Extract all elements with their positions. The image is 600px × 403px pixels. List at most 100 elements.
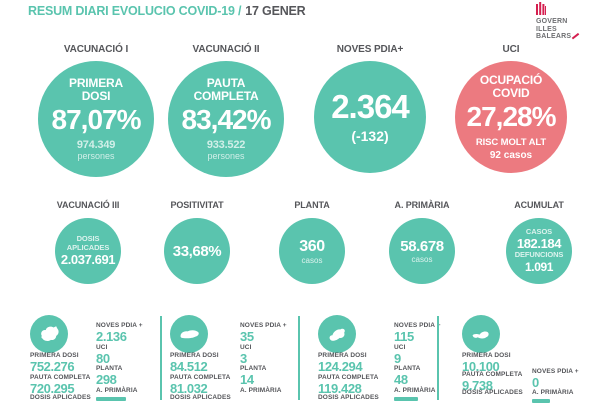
circle-subunit: persones — [77, 151, 115, 161]
circle-subvalue: 974.349 — [76, 139, 116, 151]
panel-label: VACUNACIÓ II — [192, 44, 260, 55]
circle-subvalue: 92 casos — [489, 149, 533, 161]
stat-pauta-completa: PAUTA COMPLETA 720.295 — [30, 374, 91, 396]
menorca-icon — [170, 315, 208, 353]
metric-circle-pauta-completa: PAUTA COMPLETA 83,42% 933.522 persones — [168, 61, 284, 177]
stat-primera-dosi: PRIMERA DOSI 10.100 — [462, 352, 511, 374]
circle-value: 2.037.691 — [60, 252, 116, 267]
stat-uci: UCI 9 — [394, 344, 406, 366]
stat-noves-pdia: NOVES PDIA + 115 — [394, 322, 441, 344]
panel-label: NOVES PDIA+ — [336, 44, 404, 55]
section-divider — [160, 316, 162, 400]
stat-noves-pdia: NOVES PDIA + 35 — [240, 322, 287, 344]
metric-circle-primera-dosi: PRIMERA DOSI 87,07% 974.349 persones — [38, 61, 154, 177]
mallorca-icon — [30, 315, 68, 353]
logo-text-line: BALEARS — [536, 33, 586, 41]
panel-label: VACUNACIÓ III — [56, 200, 120, 210]
circle-heading: DOSI — [81, 89, 111, 103]
panel-positivitat: POSITIVITAT 33,68% — [152, 200, 242, 284]
panel-a-primaria: A. PRIMÀRIA 58.678 casos — [377, 200, 467, 284]
stat-noves-pdia: NOVES PDIA + 0 — [532, 368, 579, 390]
panel-planta: PLANTA 360 casos — [267, 200, 357, 284]
circle-heading: OCUPACIÓ — [479, 72, 543, 87]
circle-heading: PAUTA — [206, 76, 246, 90]
circle-subvalue: 933.522 — [206, 139, 246, 151]
logo-text-line: ILLES — [536, 25, 557, 33]
metric-circle-positivitat: 33,68% — [164, 218, 230, 284]
stat-pauta-completa: PAUTA COMPLETA 9.738 — [462, 371, 523, 393]
panel-uci: UCI OCUPACIÓ COVID 27,28% RISC MOLT ALT … — [454, 44, 568, 173]
metric-circle-uci: OCUPACIÓ COVID 27,28% RISC MOLT ALT 92 c… — [455, 61, 567, 173]
page-title: RESUM DIARI EVOLUCIO COVID-19 /17 GENER — [28, 4, 306, 18]
clipped-value — [96, 396, 126, 401]
circle-heading: DOSIS — [76, 234, 100, 243]
panel-label: PLANTA — [294, 200, 330, 210]
formentera-icon — [462, 315, 500, 353]
stat-a-primaria: A. PRIMÀRIA — [240, 387, 282, 394]
circle-value: 2.364 — [331, 88, 410, 125]
section-divider — [437, 316, 439, 400]
clipped-value — [394, 396, 418, 401]
eivissa-icon — [318, 315, 356, 353]
stat-planta: PLANTA 298 — [96, 365, 123, 387]
logo-text-line: GOVERN — [536, 18, 568, 25]
stat-dosis-aplicades: DOSIS APLICADES — [462, 389, 523, 396]
stat-uci: UCI 80 — [96, 344, 110, 366]
circle-heading: COVID — [492, 85, 530, 100]
stat-dosis-aplicades: DOSIS APLICADES — [318, 394, 379, 401]
stat-noves-pdia: NOVES PDIA + 2.136 — [96, 322, 143, 344]
metric-circle-a-primaria: 58.678 casos — [389, 218, 455, 284]
stat-primera-dosi: PRIMERA DOSI 84.512 — [170, 352, 219, 374]
stat-a-primaria: A. PRIMÀRIA — [532, 389, 574, 403]
panel-label: A. PRIMÀRIA — [394, 200, 450, 210]
circle-subunit: persones — [207, 151, 245, 161]
circle-heading: PRIMERA — [69, 76, 123, 90]
metric-circle-planta: 360 casos — [279, 218, 345, 284]
stat-a-primaria: A. PRIMÀRIA — [394, 387, 436, 401]
circle-heading: CASOS — [525, 226, 553, 236]
circle-heading: APLICADES — [66, 242, 110, 252]
panel-vacunacio-i: VACUNACIÓ I PRIMERA DOSI 87,07% 974.349 … — [37, 44, 155, 177]
stat-pauta-completa: PAUTA COMPLETA 81.032 — [170, 374, 231, 396]
stat-primera-dosi: PRIMERA DOSI 124.294 — [318, 352, 367, 374]
stat-planta: PLANTA 48 — [394, 365, 421, 387]
circle-subunit: casos — [301, 255, 323, 265]
metric-circle-acumulat: CASOS 182.184 DEFUNCIONS 1.091 — [506, 218, 572, 284]
clipped-value — [532, 398, 550, 403]
panel-acumulat: ACUMULAT CASOS 182.184 DEFUNCIONS 1.091 — [494, 200, 584, 284]
circle-value: 58.678 — [400, 238, 444, 255]
circle-value: 182.184 — [516, 236, 562, 251]
stat-pauta-completa: PAUTA COMPLETA 119.428 — [318, 374, 379, 396]
panel-label: UCI — [502, 44, 520, 55]
circle-value: 360 — [299, 237, 325, 255]
circle-value: 83,42% — [181, 104, 272, 135]
risk-level: RISC MOLT ALT — [475, 136, 547, 148]
panel-vacunacio-iii: VACUNACIÓ III DOSIS APLICADES 2.037.691 — [43, 200, 133, 284]
govern-emblem-icon — [536, 2, 546, 15]
metric-circle-dosis-aplicades: DOSIS APLICADES 2.037.691 — [55, 218, 121, 284]
stat-uci: UCI 3 — [240, 344, 252, 366]
circle-value: 1.091 — [524, 259, 554, 274]
panel-label: ACUMULAT — [514, 200, 564, 210]
panel-label: POSITIVITAT — [170, 200, 224, 210]
section-divider — [298, 316, 300, 400]
page-title-date: 17 GENER — [245, 4, 306, 18]
stat-dosis-aplicades: DOSIS APLICADES — [170, 394, 231, 401]
stat-primera-dosi: PRIMERA DOSI 752.276 — [30, 352, 79, 374]
page-title-main: RESUM DIARI EVOLUCIO COVID-19 / — [28, 4, 242, 18]
circle-value: 87,07% — [51, 104, 142, 135]
circle-heading: COMPLETA — [193, 89, 259, 103]
stat-a-primaria: A. PRIMÀRIA — [96, 387, 138, 401]
govern-illes-balears-logo: GOVERN ILLES BALEARS — [536, 2, 586, 41]
panel-vacunacio-ii: VACUNACIÓ II PAUTA COMPLETA 83,42% 933.5… — [167, 44, 285, 177]
logo-slash-icon — [571, 33, 580, 40]
panel-label: VACUNACIÓ I — [63, 44, 129, 55]
panel-noves-pdia: NOVES PDIA+ 2.364 (-132) — [313, 44, 427, 173]
stat-planta: PLANTA 14 — [240, 365, 267, 387]
circle-value: 27,28% — [466, 100, 557, 132]
circle-subunit: casos — [411, 255, 433, 264]
circle-value: 33,68% — [172, 242, 222, 260]
stat-dosis-aplicades: DOSIS APLICADES — [30, 394, 91, 401]
circle-delta: (-132) — [351, 128, 389, 144]
metric-circle-noves-pdia: 2.364 (-132) — [314, 61, 426, 173]
